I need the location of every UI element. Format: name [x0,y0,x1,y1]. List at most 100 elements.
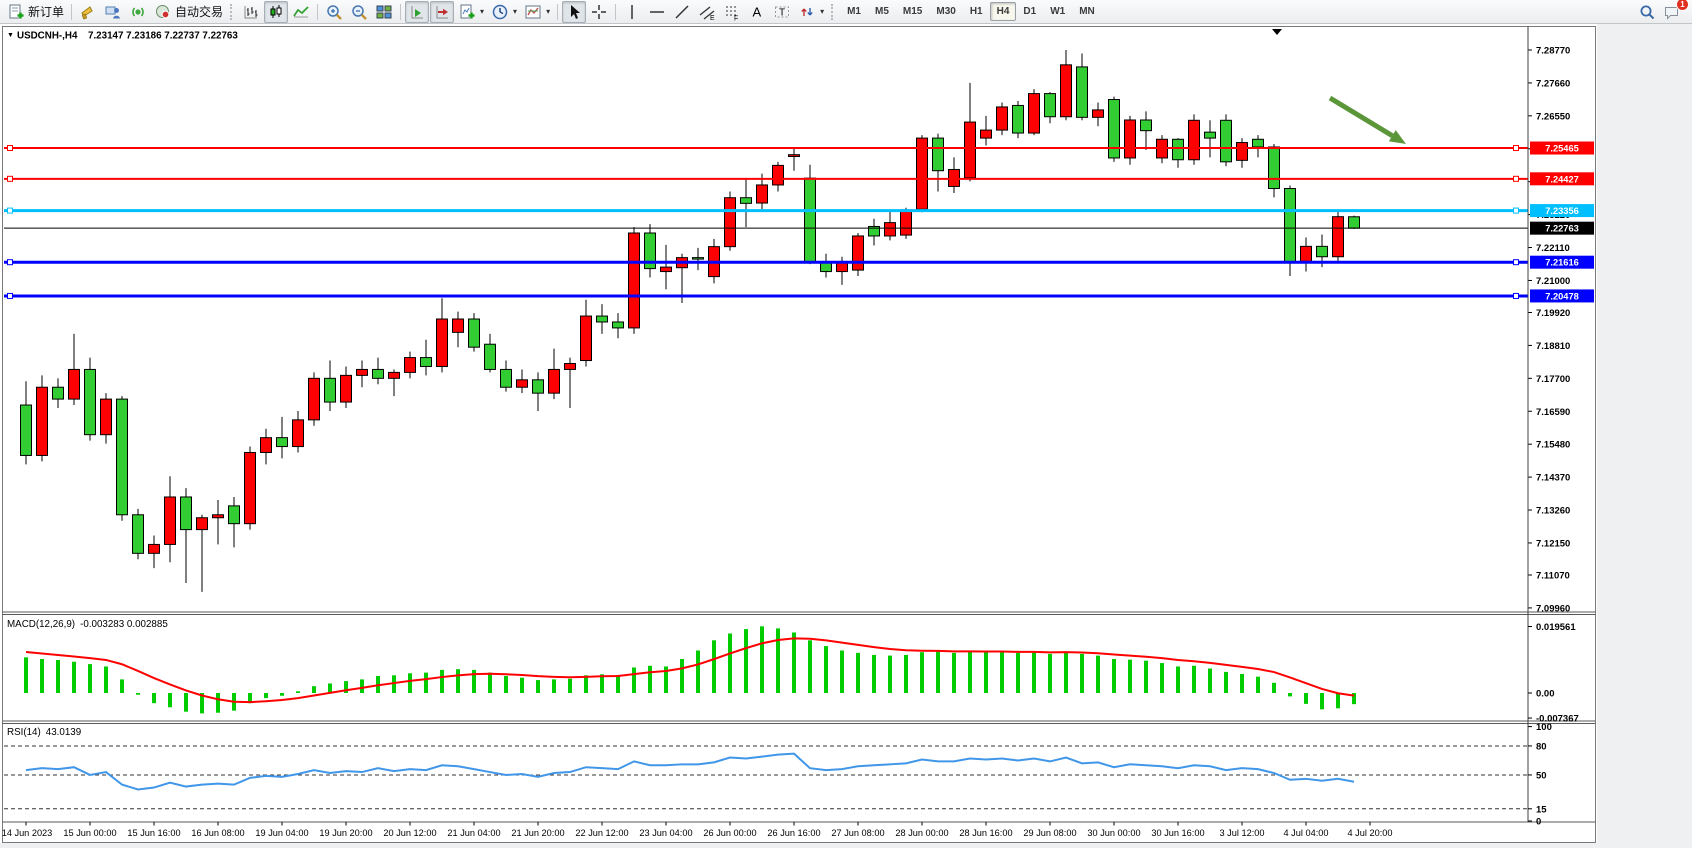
macd-signal-line [25,637,1355,704]
chart-area[interactable]: 7.287707.276607.265507.254407.243307.232… [0,24,1692,848]
chart-shift-button[interactable] [430,0,455,23]
trendline-button[interactable] [670,1,694,23]
timeframe-MN[interactable]: MN [1072,2,1102,21]
equidistant-channel-button[interactable]: E [695,1,719,23]
svg-text:7.28770: 7.28770 [1536,46,1570,57]
svg-text:30 Jun 00:00: 30 Jun 00:00 [1087,828,1140,838]
hline-7.24427[interactable]: 7.24427 [4,172,1594,186]
expert-advisors-button[interactable] [101,1,125,23]
hline-7.23356[interactable]: 7.23356 [4,204,1594,218]
trendline-icon [675,4,689,19]
hline-7.21616[interactable]: 7.21616 [4,255,1594,269]
arrows-button[interactable]: ▾ [795,1,827,23]
svg-text:4 Jul 04:00: 4 Jul 04:00 [1284,828,1329,838]
svg-text:7.24427: 7.24427 [1545,174,1579,184]
separator [71,3,73,20]
text-label-button[interactable]: T [770,1,794,23]
svg-text:21 Jun 20:00: 21 Jun 20:00 [511,828,564,838]
hline-7.20478[interactable]: 7.20478 [4,289,1594,303]
alerts-horn-icon [81,5,93,20]
svg-text:7.27660: 7.27660 [1536,78,1570,89]
text-button[interactable]: A [745,1,769,23]
indicators-button[interactable]: ▾ [455,1,487,23]
signals-button[interactable] [126,1,150,23]
hline-7.25465[interactable]: 7.25465 [4,141,1594,155]
chart-title-ohlc: 7.23147 7.23186 7.22737 7.22763 [88,31,238,42]
timeframe-M1[interactable]: M1 [840,2,868,21]
chart-dropdown-marker[interactable]: ▼ [7,32,14,39]
candlestick-series[interactable] [20,50,1360,592]
svg-text:-0.007367: -0.007367 [1536,714,1579,725]
templates-button[interactable]: ▾ [521,1,553,23]
line-chart-icon [293,5,309,17]
zoom-in-button[interactable] [322,1,346,23]
cursor-icon [571,4,581,19]
svg-text:7.22110: 7.22110 [1536,243,1570,254]
cursor-button[interactable] [562,0,587,23]
zoom-out-button[interactable] [347,1,371,23]
svg-text:0.019561: 0.019561 [1536,622,1576,633]
line-handle [1513,207,1519,214]
timeframe-H1[interactable]: H1 [963,2,990,21]
search-icon [1640,5,1655,19]
chart-window-frame [2,26,1596,843]
new-order-button[interactable]: 新订单 [4,1,67,23]
timeframe-H4[interactable]: H4 [989,2,1017,21]
periods-clock-icon [492,4,508,19]
svg-text:19 Jun 20:00: 19 Jun 20:00 [319,828,372,838]
vertical-line-button[interactable] [620,1,644,23]
fibonacci-button[interactable]: F [720,1,744,23]
timeframe-M5[interactable]: M5 [868,2,896,21]
timeframe-W1[interactable]: W1 [1043,2,1072,21]
svg-text:26 Jun 00:00: 26 Jun 00:00 [703,828,756,838]
line-handle [7,145,13,152]
svg-text:7.22763: 7.22763 [1545,224,1579,234]
svg-text:0.00: 0.00 [1536,689,1555,700]
timeframe-M15[interactable]: M15 [896,2,929,21]
line-handle [7,207,13,214]
line-chart-button[interactable] [289,1,313,23]
svg-text:0: 0 [1536,817,1541,828]
periods-button[interactable]: ▾ [488,1,520,23]
svg-text:7.13260: 7.13260 [1536,506,1570,517]
svg-text:28 Jun 16:00: 28 Jun 16:00 [959,828,1012,838]
chart-shift-marker[interactable] [1272,29,1282,35]
annotation-arrow[interactable] [1328,95,1406,144]
svg-text:26 Jun 16:00: 26 Jun 16:00 [767,828,820,838]
line-handle [1513,175,1519,182]
new-order-label: 新订单 [28,5,65,19]
text-label-icon: T [775,6,790,18]
timeframe-group: M1 M5 M15 M30 H1 H4 D1 W1 MN [840,2,1102,21]
alerts-button[interactable] [76,1,100,23]
svg-text:7.21616: 7.21616 [1545,258,1579,268]
fibonacci-icon: F [726,6,738,21]
search-button[interactable] [1635,1,1659,23]
separator [557,3,559,20]
crosshair-button[interactable] [587,1,611,23]
date-axis: 14 Jun 2023 15 Jun 00:00 15 Jun 16:00 16 Ju… [2,822,1392,838]
timeframe-D1[interactable]: D1 [1016,2,1043,21]
candlestick-chart-button[interactable] [264,0,289,23]
svg-text:7.12150: 7.12150 [1536,538,1570,549]
tile-windows-button[interactable] [372,1,396,23]
auto-scroll-button[interactable] [405,0,430,23]
svg-text:50: 50 [1536,770,1547,781]
bar-chart-button[interactable] [239,1,263,23]
svg-text:7.15480: 7.15480 [1536,440,1570,451]
chat-button[interactable]: 1 [1660,0,1689,23]
timeframe-M30[interactable]: M30 [929,2,962,21]
candlestick-chart-icon [270,4,282,18]
line-handle [7,175,13,182]
notification-badge: 1 [1676,0,1689,11]
svg-text:22 Jun 12:00: 22 Jun 12:00 [575,828,628,838]
arrows-icon [801,7,813,16]
price-badge [1530,141,1594,155]
svg-text:7.19920: 7.19920 [1536,308,1570,319]
horizontal-line-button[interactable] [645,1,669,23]
toolbar: 新订单 自动交易 [0,0,1692,24]
autotrade-button[interactable]: 自动交易 [151,1,226,23]
svg-text:7.23356: 7.23356 [1545,206,1579,216]
svg-text:7.21000: 7.21000 [1536,276,1570,287]
hline-7.22763[interactable]: 7.22763 [4,221,1594,235]
svg-text:7.11070: 7.11070 [1536,570,1570,581]
